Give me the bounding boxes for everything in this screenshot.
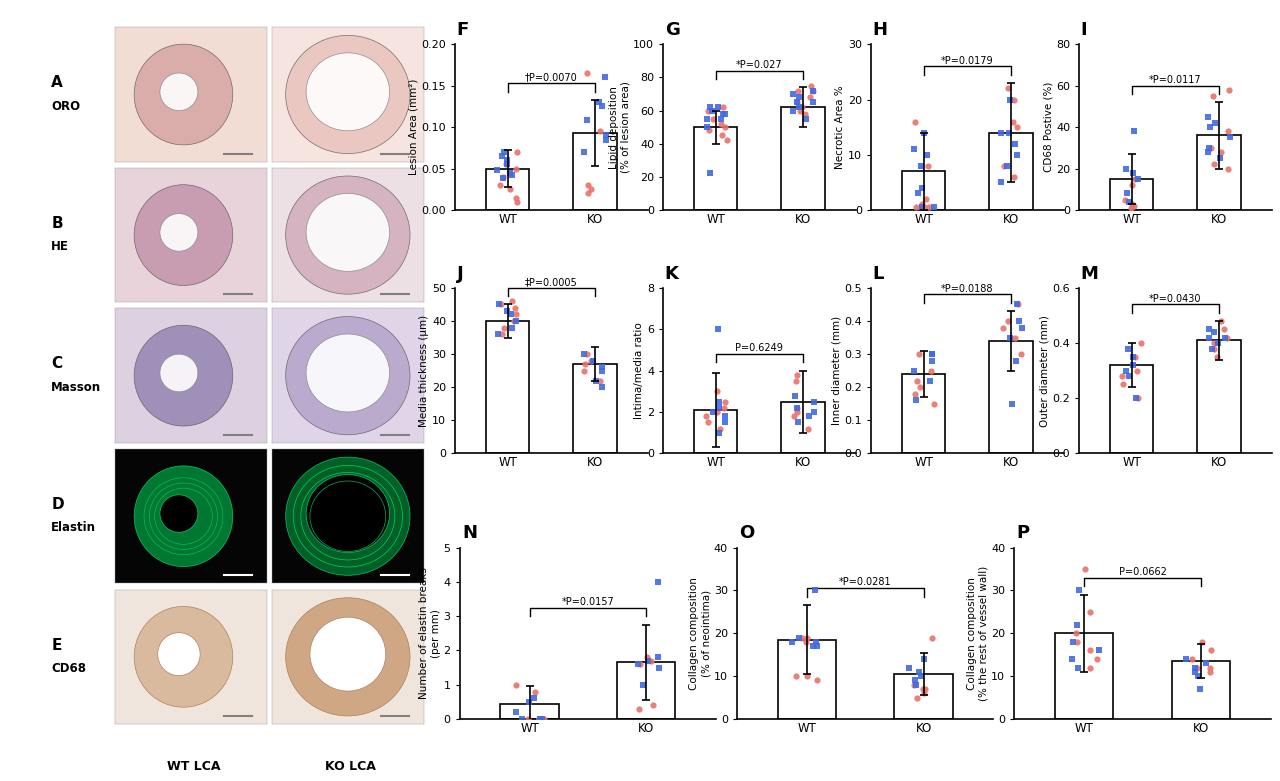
Ellipse shape [160, 213, 198, 251]
Bar [781, 401, 824, 454]
Bar [617, 662, 676, 719]
Bar [901, 171, 946, 210]
Ellipse shape [160, 73, 198, 111]
Y-axis label: Inner diameter (mm): Inner diameter (mm) [832, 316, 841, 425]
Bar [989, 341, 1033, 454]
Text: F: F [457, 21, 468, 39]
Bar [694, 127, 737, 210]
Ellipse shape [134, 185, 233, 285]
Y-axis label: CD68 Postive (%): CD68 Postive (%) [1043, 82, 1053, 173]
Ellipse shape [306, 475, 389, 552]
Ellipse shape [306, 53, 389, 130]
Text: I: I [1080, 21, 1088, 39]
Text: Elastin: Elastin [51, 522, 96, 534]
Text: *P=0.0157: *P=0.0157 [562, 597, 614, 607]
Bar [989, 133, 1033, 210]
Y-axis label: Intima/media ratio: Intima/media ratio [634, 323, 644, 419]
Bar [1197, 135, 1240, 210]
Bar [573, 364, 617, 454]
Y-axis label: Lipid deposition
(% of lesion area): Lipid deposition (% of lesion area) [609, 81, 630, 173]
Text: Masson: Masson [51, 381, 101, 394]
Ellipse shape [160, 494, 198, 533]
Bar [1197, 341, 1240, 454]
Text: HE: HE [51, 241, 69, 253]
Ellipse shape [157, 633, 200, 676]
Text: M: M [1080, 265, 1098, 283]
Text: P=0.6249: P=0.6249 [736, 344, 783, 353]
Text: N: N [462, 525, 477, 543]
Bar [694, 410, 737, 454]
Text: K: K [664, 265, 678, 283]
Text: KO LCA: KO LCA [325, 760, 376, 773]
Text: ‡P=0.0005: ‡P=0.0005 [525, 277, 577, 287]
Ellipse shape [134, 606, 233, 708]
Text: †P=0.0070: †P=0.0070 [525, 73, 577, 83]
Bar [485, 321, 530, 454]
Ellipse shape [285, 176, 410, 294]
Y-axis label: Number of elastin breaks
(per mm): Number of elastin breaks (per mm) [419, 567, 440, 699]
Ellipse shape [134, 325, 233, 426]
Text: CD68: CD68 [51, 662, 86, 675]
Text: B: B [51, 216, 63, 231]
Text: *P=0.0188: *P=0.0188 [941, 284, 993, 294]
Text: *P=0.0430: *P=0.0430 [1149, 294, 1202, 304]
Y-axis label: Necrotic Area %: Necrotic Area % [835, 85, 845, 169]
Y-axis label: Collagen composition
(% of neointima): Collagen composition (% of neointima) [690, 577, 710, 690]
Text: D: D [51, 497, 64, 512]
Text: *P=0.0281: *P=0.0281 [838, 577, 892, 587]
Ellipse shape [306, 194, 389, 271]
Bar [781, 107, 824, 210]
Bar [573, 133, 617, 210]
Ellipse shape [285, 316, 410, 435]
Text: P=0.0662: P=0.0662 [1119, 567, 1166, 577]
Text: *P=0.0179: *P=0.0179 [941, 55, 993, 66]
Bar [901, 374, 946, 454]
Bar [1055, 633, 1114, 719]
Text: G: G [664, 21, 680, 39]
Ellipse shape [310, 617, 385, 691]
Text: O: O [740, 525, 754, 543]
Ellipse shape [160, 354, 198, 392]
Text: P: P [1016, 525, 1029, 543]
Ellipse shape [134, 45, 233, 145]
Text: *P=0.027: *P=0.027 [736, 60, 782, 70]
Bar [1110, 179, 1153, 210]
Text: WT LCA: WT LCA [166, 760, 220, 773]
Ellipse shape [285, 457, 410, 576]
Y-axis label: Collagen composition
(% the rest of vessel wall): Collagen composition (% the rest of vess… [966, 565, 988, 701]
Ellipse shape [306, 334, 389, 412]
Y-axis label: Media thickness (μm): Media thickness (μm) [419, 315, 429, 426]
Text: J: J [457, 265, 463, 283]
Bar [1171, 662, 1230, 719]
Text: *P=0.0117: *P=0.0117 [1149, 75, 1202, 85]
Bar [1110, 366, 1153, 454]
Bar [895, 674, 952, 719]
Y-axis label: Outer diameter (mm): Outer diameter (mm) [1039, 315, 1050, 426]
Text: H: H [873, 21, 888, 39]
Text: ORO: ORO [51, 100, 81, 112]
Text: E: E [51, 637, 61, 653]
Ellipse shape [285, 597, 410, 716]
Text: C: C [51, 356, 63, 372]
Text: A: A [51, 75, 63, 91]
Ellipse shape [285, 35, 410, 154]
Bar [778, 640, 836, 719]
Ellipse shape [134, 465, 233, 567]
Bar [485, 169, 530, 210]
Y-axis label: Lesion Area (mm²): Lesion Area (mm²) [408, 79, 419, 175]
Text: L: L [873, 265, 884, 283]
Bar [500, 704, 559, 719]
